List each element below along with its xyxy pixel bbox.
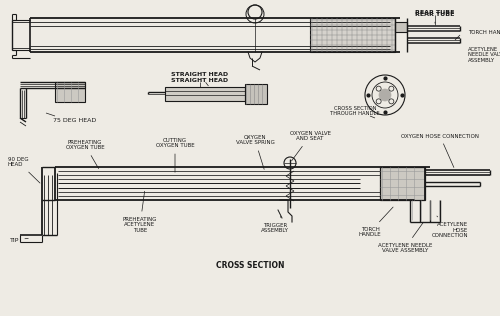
Text: 90 DEG
HEAD: 90 DEG HEAD: [8, 157, 40, 183]
Text: CROSS SECTION
THROUGH HANDLE: CROSS SECTION THROUGH HANDLE: [330, 106, 380, 116]
Text: PREHEATING
ACETYLENE
TUBE: PREHEATING ACETYLENE TUBE: [123, 191, 157, 233]
Text: CUTTING
OXYGEN TUBE: CUTTING OXYGEN TUBE: [156, 137, 194, 172]
Bar: [55, 82, 85, 102]
Text: TIP: TIP: [10, 238, 28, 242]
Bar: [165, 87, 245, 101]
Text: CROSS SECTION: CROSS SECTION: [216, 260, 284, 270]
Text: STRAIGHT HEAD: STRAIGHT HEAD: [172, 77, 228, 82]
Bar: [395, 22, 407, 32]
Bar: [310, 18, 395, 52]
Text: 75 DEG HEAD: 75 DEG HEAD: [54, 118, 96, 123]
Text: TORCH HANDLE: TORCH HANDLE: [468, 29, 500, 34]
Text: STRAIGHT HEAD: STRAIGHT HEAD: [172, 72, 228, 86]
Text: ACETYLENE
NEEDLE VALVE
ASSEMBLY: ACETYLENE NEEDLE VALVE ASSEMBLY: [468, 47, 500, 63]
Bar: [245, 84, 267, 104]
Text: ACETYLENE NEEDLE
VALVE ASSEMBLY: ACETYLENE NEEDLE VALVE ASSEMBLY: [378, 222, 432, 253]
Text: ACETYLENE
HOSE
CONNECTION: ACETYLENE HOSE CONNECTION: [432, 216, 468, 238]
Text: REAR TUBE: REAR TUBE: [416, 9, 455, 15]
Text: OXYGEN VALVE
AND SEAT: OXYGEN VALVE AND SEAT: [290, 131, 331, 161]
Text: PREHEATING
OXYGEN TUBE: PREHEATING OXYGEN TUBE: [66, 140, 104, 169]
Text: OXYGEN
VALVE SPRING: OXYGEN VALVE SPRING: [236, 135, 275, 169]
Text: TRIGGER
ASSEMBLY: TRIGGER ASSEMBLY: [261, 216, 289, 234]
Circle shape: [379, 89, 391, 101]
Text: OXYGEN HOSE CONNECTION: OXYGEN HOSE CONNECTION: [401, 133, 479, 167]
Text: TORCH
HANDLE: TORCH HANDLE: [358, 207, 393, 237]
Bar: [380, 167, 425, 200]
Text: REAR TUBE: REAR TUBE: [416, 11, 455, 23]
